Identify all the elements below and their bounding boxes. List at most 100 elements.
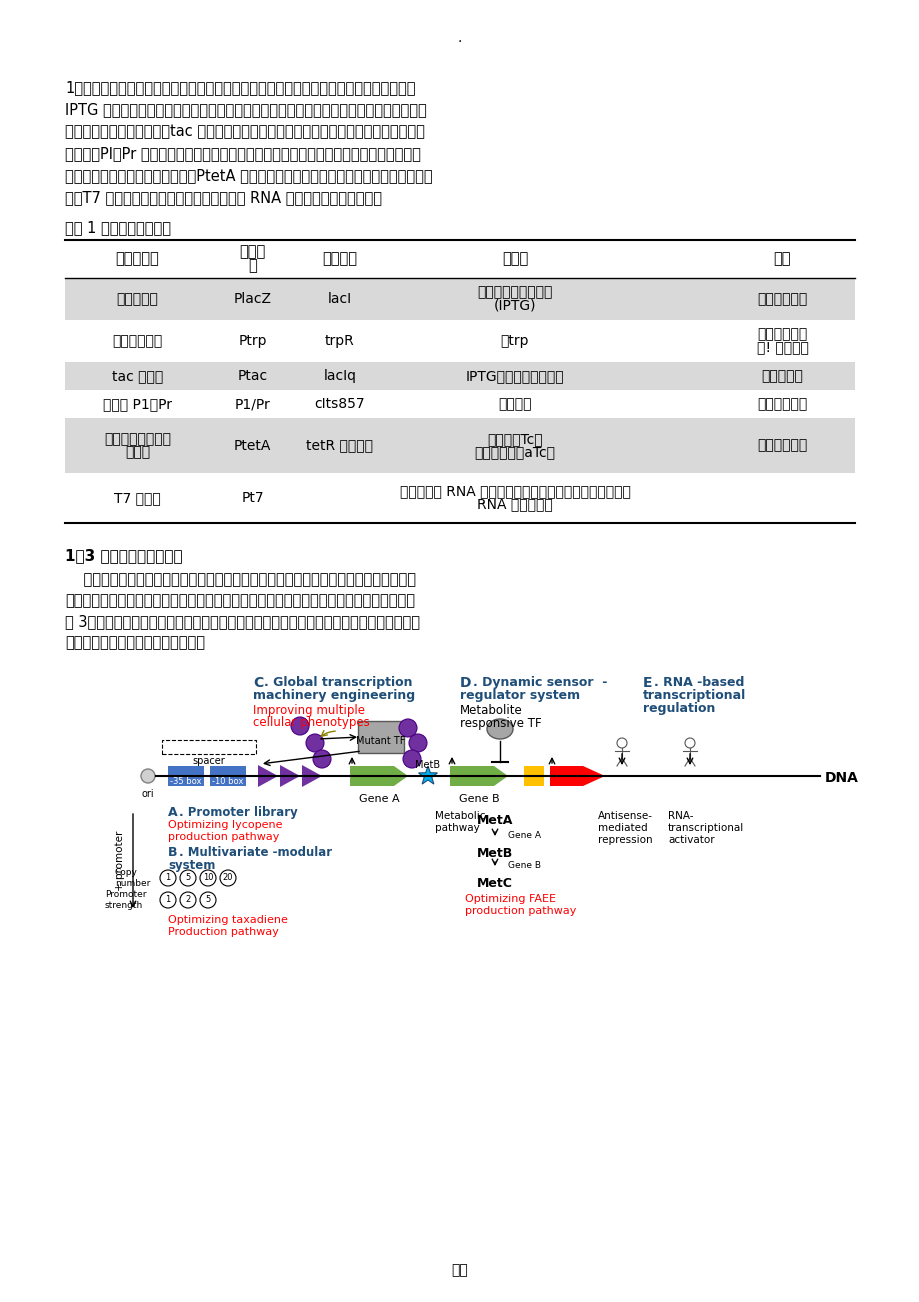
Polygon shape: [301, 766, 322, 786]
Text: Gene B: Gene B: [459, 794, 499, 805]
Text: Optimizing lycopene: Optimizing lycopene: [168, 820, 282, 829]
Text: MetA: MetA: [476, 814, 513, 827]
Text: （! 弱化子）: （! 弱化子）: [755, 341, 808, 354]
Text: Optimizing FAEE: Optimizing FAEE: [464, 894, 555, 904]
Text: Antisense-: Antisense-: [597, 811, 652, 822]
Text: . RNA -based: . RNA -based: [653, 676, 743, 689]
Polygon shape: [279, 766, 300, 786]
Text: Mutant TF: Mutant TF: [356, 736, 405, 746]
Text: 可诱导负反馈: 可诱导负反馈: [756, 292, 807, 306]
Text: 启动子名称: 启动子名称: [116, 251, 159, 267]
Bar: [65, 418, 854, 473]
Text: B: B: [168, 846, 177, 859]
Text: 精品: 精品: [451, 1263, 468, 1277]
Text: 20: 20: [222, 874, 233, 883]
FancyArrow shape: [550, 766, 605, 786]
Text: 可诱导负反馈: 可诱导负反馈: [756, 439, 807, 453]
Text: regulation: regulation: [642, 702, 715, 715]
Text: 调节基因: 调节基因: [323, 251, 357, 267]
Text: lacIq: lacIq: [323, 368, 357, 383]
Text: 脱水四环素（aTc）: 脱水四环素（aTc）: [474, 445, 555, 460]
Text: 大肠杆菌的 RNA 聚合酶不能识别，但噬菌体及真核生物的: 大肠杆菌的 RNA 聚合酶不能识别，但噬菌体及真核生物的: [399, 484, 630, 499]
Circle shape: [312, 750, 331, 768]
Text: IPTG 诱导；色氨酸启动子引人注意的特性是有一段弱化子，可以根据细胞环境中色氨酸的: IPTG 诱导；色氨酸启动子引人注意的特性是有一段弱化子，可以根据细胞环境中色氨…: [65, 102, 426, 117]
Circle shape: [409, 734, 426, 753]
Text: 乳糖启动子: 乳糖启动子: [117, 292, 158, 306]
Text: Ptrp: Ptrp: [238, 335, 267, 348]
Text: machinery engineering: machinery engineering: [253, 689, 414, 702]
Text: 异丙基硫代半乳糖苷: 异丙基硫代半乳糖苷: [477, 285, 552, 299]
Text: 浓度调控后续基因的表达；tac 启动子则是上述两种启动子的融合启动子，是典型常用的强: 浓度调控后续基因的表达；tac 启动子则是上述两种启动子的融合启动子，是典型常用…: [65, 124, 425, 139]
Text: trpR: trpR: [324, 335, 355, 348]
Text: Metabolite: Metabolite: [460, 704, 522, 717]
Text: 温度敏感: 温度敏感: [498, 397, 531, 411]
Text: C: C: [253, 676, 263, 690]
Text: production pathway: production pathway: [464, 906, 575, 917]
Text: . Promoter library: . Promoter library: [179, 806, 298, 819]
Text: 动子对整个系统的运转有重要意义。: 动子对整个系统的运转有重要意义。: [65, 635, 205, 650]
Text: . Multivariate -modular: . Multivariate -modular: [179, 846, 332, 859]
Text: ori: ori: [142, 789, 154, 799]
Text: 1: 1: [165, 896, 170, 905]
Text: P1/Pr: P1/Pr: [234, 397, 270, 411]
Text: spacer: spacer: [192, 756, 225, 766]
Text: 10: 10: [202, 874, 213, 883]
Circle shape: [290, 717, 309, 736]
Text: Gene A: Gene A: [358, 794, 399, 805]
FancyArrow shape: [449, 766, 507, 786]
Text: －trp: －trp: [500, 335, 528, 348]
Text: 备注: 备注: [773, 251, 790, 267]
Text: activator: activator: [667, 835, 714, 845]
Text: 为实现一些特定目的，微生物系统工程需要一些设计工具，这些工具以某种可预测的、: 为实现一些特定目的，微生物系统工程需要一些设计工具，这些工具以某种可预测的、: [65, 572, 415, 587]
Text: system: system: [168, 859, 215, 872]
Text: 可诱导负反馈: 可诱导负反馈: [756, 397, 807, 411]
Text: PlacZ: PlacZ: [233, 292, 271, 306]
Text: 1）。最经典的启动子是乳糖操纵子中的乳糖启动子，它可以被乳糖诱导，实验中我们常用: 1）。最经典的启动子是乳糖操纵子中的乳糖启动子，它可以被乳糖诱导，实验中我们常用: [65, 79, 415, 95]
Text: responsive TF: responsive TF: [460, 717, 541, 730]
Text: T7 启动子: T7 启动子: [114, 491, 161, 505]
Bar: [65, 279, 854, 320]
Text: Promoter
strength: Promoter strength: [105, 891, 146, 910]
FancyBboxPatch shape: [524, 766, 543, 786]
Text: 1．3 启动子的调控及意义: 1．3 启动子的调控及意义: [65, 548, 183, 562]
Text: -35 box: -35 box: [170, 777, 201, 786]
Text: transcriptional: transcriptional: [667, 823, 743, 833]
Text: . Global transcription: . Global transcription: [264, 676, 412, 689]
Text: 1: 1: [165, 874, 170, 883]
Text: Metabolic: Metabolic: [435, 811, 485, 822]
Text: Pt7: Pt7: [241, 491, 264, 505]
Text: PtetA: PtetA: [233, 439, 271, 453]
Text: repression: repression: [597, 835, 652, 845]
Text: A: A: [168, 806, 177, 819]
Text: ·: ·: [458, 35, 461, 49]
Text: pathway: pathway: [435, 823, 479, 833]
Circle shape: [141, 769, 154, 783]
Text: cIts857: cIts857: [314, 397, 365, 411]
Text: cellular phenotypes: cellular phenotypes: [253, 716, 369, 729]
Bar: [65, 362, 854, 391]
Text: 色氨酸启动子: 色氨酸启动子: [112, 335, 163, 348]
Text: 四环素（Tc）: 四环素（Tc）: [487, 432, 542, 447]
Text: tac 启动子: tac 启动子: [112, 368, 163, 383]
Text: 拼合启动子: 拼合启动子: [761, 368, 802, 383]
Text: MetB: MetB: [476, 848, 513, 861]
Text: MetB: MetB: [415, 760, 440, 769]
FancyArrow shape: [349, 766, 407, 786]
Text: Production pathway: Production pathway: [168, 927, 278, 937]
Text: D: D: [460, 676, 471, 690]
Text: + promoter: + promoter: [115, 831, 125, 891]
Polygon shape: [418, 766, 437, 784]
FancyBboxPatch shape: [168, 766, 204, 786]
Text: 启动子 P1、Pr: 启动子 P1、Pr: [103, 397, 172, 411]
Text: 示: 示: [248, 258, 256, 273]
Text: production pathway: production pathway: [168, 832, 279, 842]
Text: 诱导物: 诱导物: [502, 251, 528, 267]
Text: 启动子；Pl、Pr 是噬菌体溶源和裂解生长状态转化及维持中的重要启动子，阻遏蛋白的温: 启动子；Pl、Pr 是噬菌体溶源和裂解生长状态转化及维持中的重要启动子，阻遏蛋白…: [65, 146, 420, 161]
Text: mediated: mediated: [597, 823, 647, 833]
Text: Gene A: Gene A: [507, 831, 540, 840]
Text: regulator system: regulator system: [460, 689, 580, 702]
FancyBboxPatch shape: [210, 766, 245, 786]
Text: 四环素溢出泵基因: 四环素溢出泵基因: [104, 432, 171, 447]
Text: 度敏感突变可以使其收温度诱导；PtetA 基因也是很常用启动子之一，可以被脱水四环素诱: 度敏感突变可以使其收温度诱导；PtetA 基因也是很常用启动子之一，可以被脱水四…: [65, 168, 432, 184]
Polygon shape: [257, 766, 278, 786]
